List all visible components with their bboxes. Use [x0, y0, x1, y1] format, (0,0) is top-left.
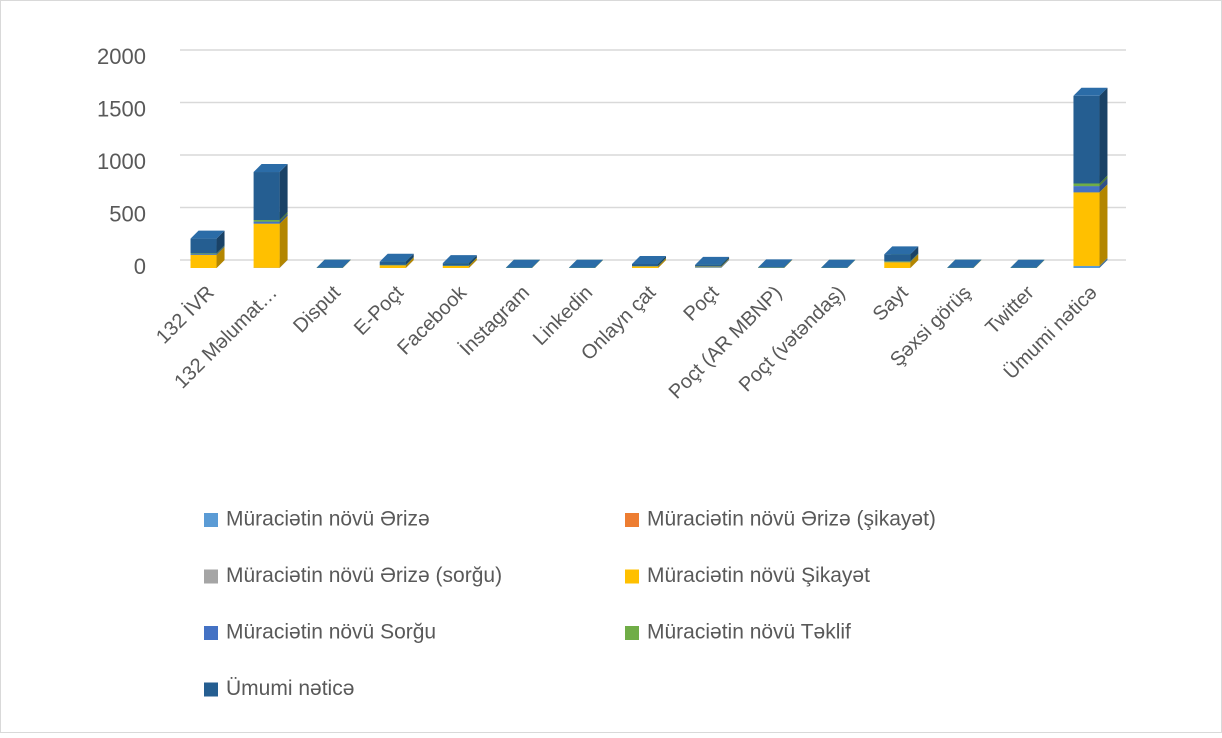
bar — [443, 263, 469, 265]
bar-side — [1099, 88, 1107, 184]
bar — [254, 220, 280, 222]
legend-label: Müraciətin növü Təklif — [647, 621, 851, 644]
legend-swatch — [204, 626, 218, 640]
bar — [884, 262, 910, 268]
bar — [191, 239, 217, 254]
y-tick-label: 1000 — [97, 149, 146, 174]
legend-swatch — [204, 513, 218, 527]
y-tick-label: 1500 — [97, 96, 146, 121]
bar — [884, 261, 910, 262]
bar — [1073, 186, 1099, 192]
legend-swatch — [625, 513, 639, 527]
bar-side — [280, 216, 288, 268]
legend-label: Ümumi nəticə — [226, 677, 354, 700]
legend-label: Müraciətin növü Şikayət — [647, 564, 870, 587]
bar — [254, 172, 280, 220]
bar — [884, 262, 910, 263]
legend-swatch — [625, 626, 639, 640]
bar — [695, 265, 721, 267]
bar — [1073, 96, 1099, 184]
legend-label: Müraciətin növü Ərizə — [226, 508, 430, 531]
legend-label: Müraciətin növü Ərizə (şikayət) — [647, 508, 936, 531]
bar — [695, 267, 721, 268]
bar — [380, 265, 406, 268]
bar — [191, 254, 217, 255]
bar-side — [280, 164, 288, 220]
bar — [443, 266, 469, 268]
bar — [1073, 183, 1099, 186]
legend-swatch — [204, 570, 218, 584]
bar — [884, 254, 910, 261]
bar — [695, 267, 721, 268]
bar — [1073, 266, 1099, 268]
legend-swatch — [204, 683, 218, 697]
legend-swatch — [625, 570, 639, 584]
y-tick-label: 2000 — [97, 44, 146, 69]
bar — [191, 255, 217, 268]
bar — [254, 222, 280, 224]
bar — [632, 264, 658, 266]
y-tick-label: 0 — [134, 254, 146, 279]
legend-label: Müraciətin növü Sorğu — [226, 621, 436, 644]
bar — [1073, 192, 1099, 266]
bar — [191, 253, 217, 254]
bar — [380, 262, 406, 265]
y-tick-label: 500 — [109, 201, 146, 226]
legend-label: Müraciətin növü Ərizə (sorğu) — [226, 564, 502, 587]
bar — [254, 224, 280, 268]
bar-side — [1099, 184, 1107, 266]
bar — [632, 266, 658, 268]
